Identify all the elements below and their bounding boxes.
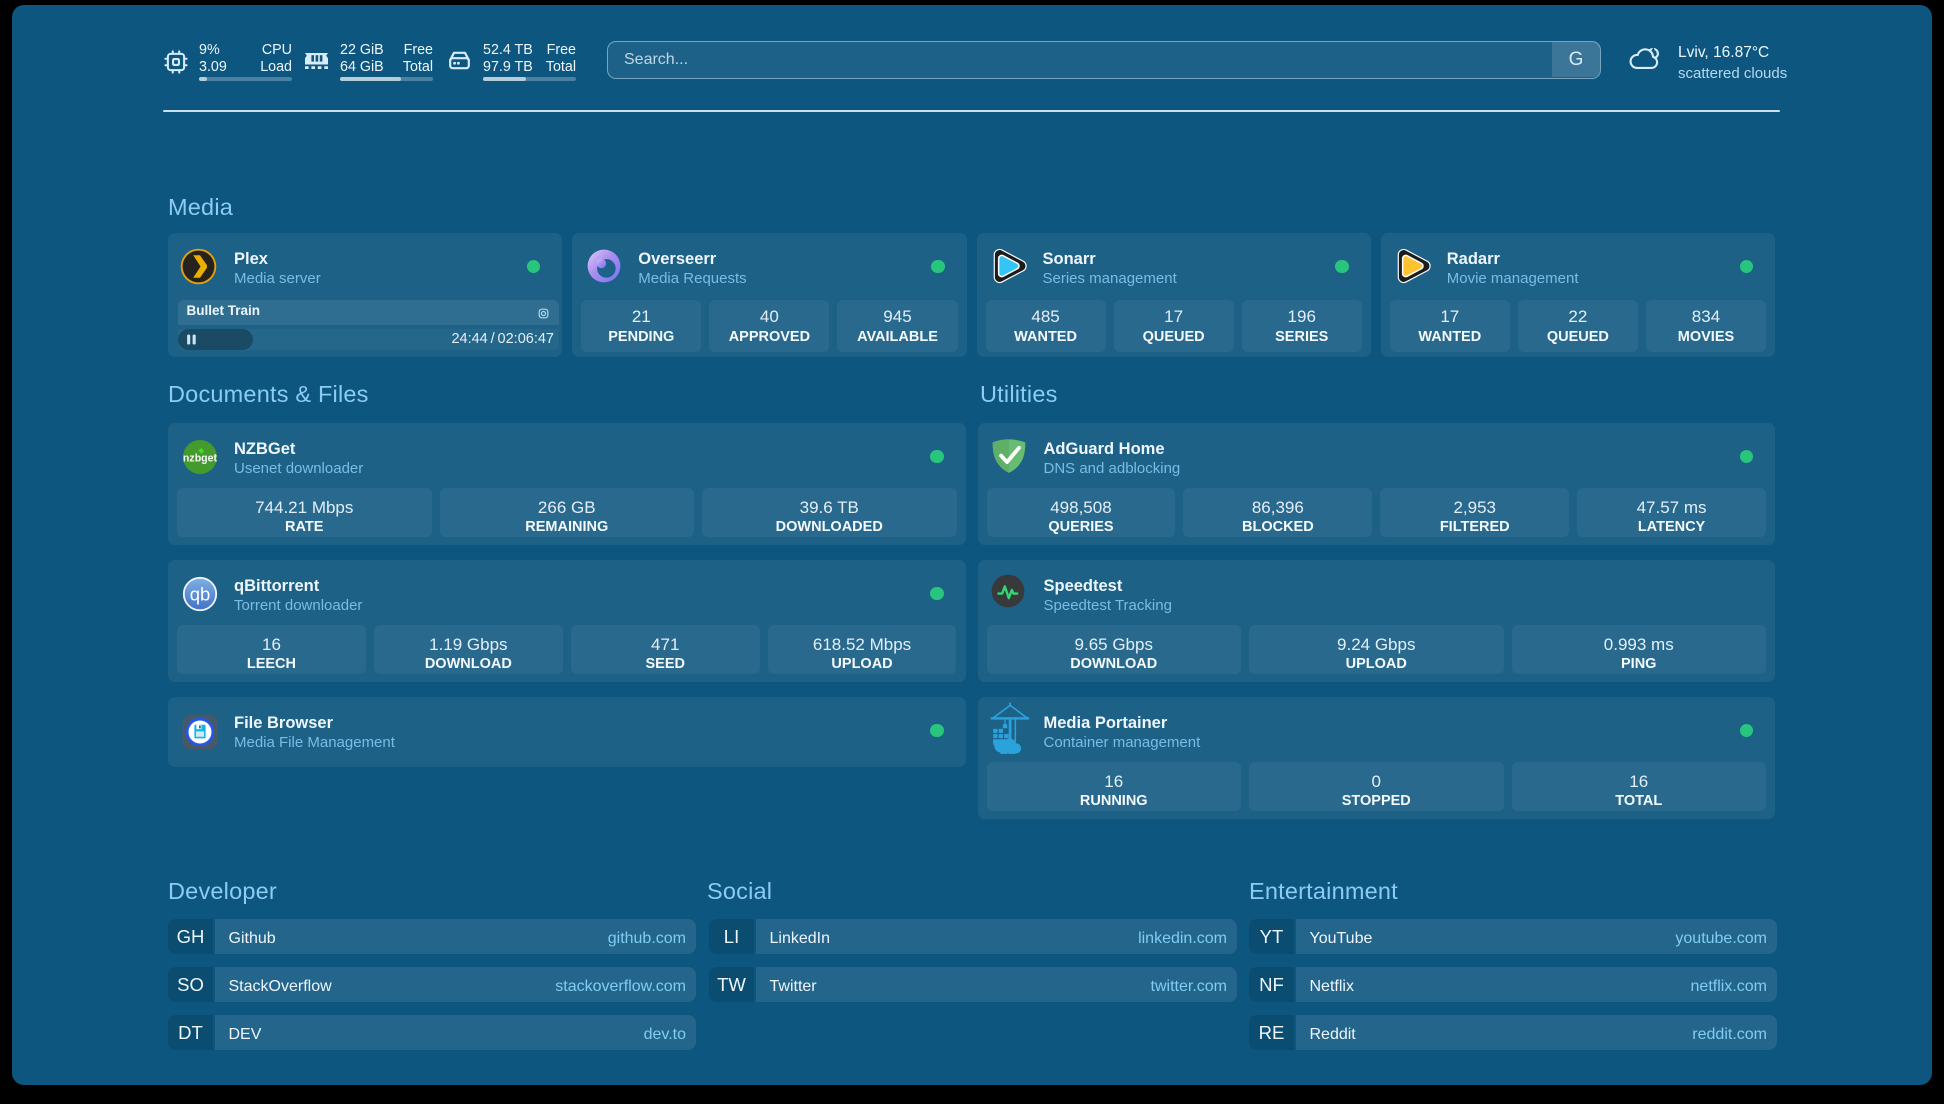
svg-text:nzbget: nzbget [183, 453, 218, 465]
svg-text:qb: qb [190, 584, 211, 605]
